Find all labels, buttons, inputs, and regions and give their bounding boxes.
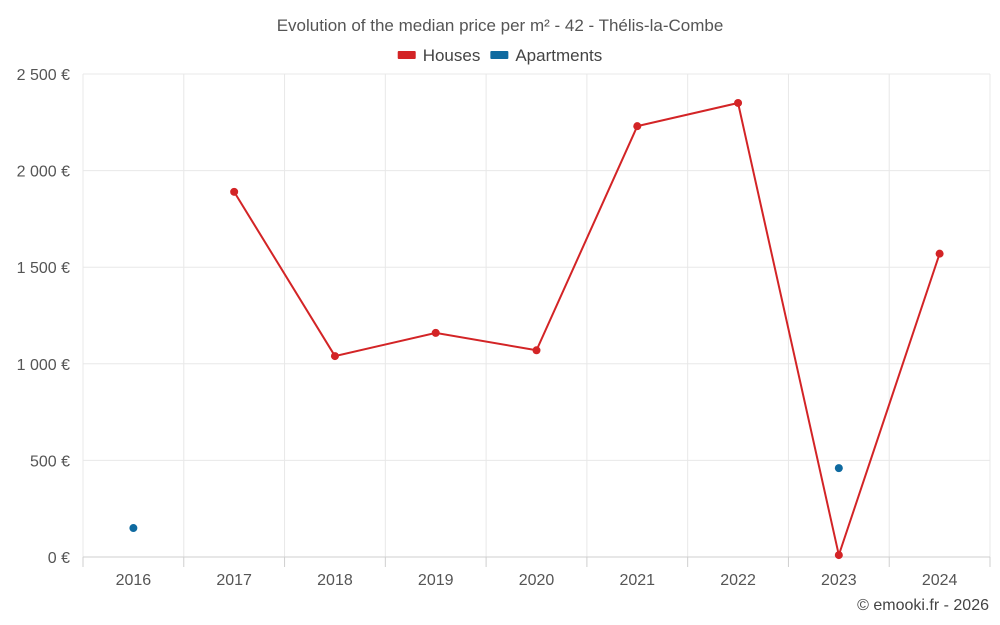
x-tick-label: 2018 bbox=[317, 572, 353, 589]
x-tick-label: 2024 bbox=[922, 572, 958, 589]
legend-label-apartments: Apartments bbox=[515, 46, 602, 65]
x-tick-label: 2020 bbox=[519, 572, 555, 589]
y-tick-label: 2 000 € bbox=[17, 164, 70, 181]
series-apartments bbox=[129, 464, 843, 533]
data-point-houses[interactable] bbox=[734, 98, 743, 107]
plot-area bbox=[129, 98, 944, 560]
legend: Houses Apartments bbox=[397, 46, 602, 65]
x-axis: 2016 2017 2018 2019 2020 2021 2022 2023 2024 bbox=[116, 572, 958, 589]
x-tick-label: 2022 bbox=[720, 572, 756, 589]
legend-item-houses[interactable]: Houses bbox=[397, 46, 481, 65]
data-point-houses[interactable] bbox=[633, 122, 642, 131]
legend-swatch-apartments bbox=[490, 51, 509, 59]
x-tick-label: 2023 bbox=[821, 572, 857, 589]
credit-text: © emooki.fr - 2026 bbox=[857, 597, 989, 614]
gridlines bbox=[82, 73, 991, 567]
y-tick-label: 1 000 € bbox=[17, 357, 70, 374]
y-tick-label: 1 500 € bbox=[17, 260, 70, 277]
y-tick-label: 0 € bbox=[48, 550, 70, 567]
legend-label-houses: Houses bbox=[423, 46, 481, 65]
data-point-houses[interactable] bbox=[532, 346, 541, 355]
x-tick-label: 2019 bbox=[418, 572, 454, 589]
data-point-houses[interactable] bbox=[935, 249, 944, 258]
series-line-houses bbox=[233, 101, 941, 559]
data-point-houses[interactable] bbox=[834, 551, 843, 560]
data-point-houses[interactable] bbox=[330, 352, 339, 361]
series-houses bbox=[230, 98, 944, 560]
y-axis: 0 € 500 € 1 000 € 1 500 € 2 000 € 2 500 € bbox=[17, 67, 70, 567]
y-tick-label: 2 500 € bbox=[17, 67, 70, 84]
x-tick-label: 2017 bbox=[216, 572, 252, 589]
y-tick-label: 500 € bbox=[30, 453, 70, 470]
chart-title: Evolution of the median price per m² - 4… bbox=[277, 16, 724, 35]
x-tick-label: 2021 bbox=[619, 572, 655, 589]
data-point-apartments[interactable] bbox=[834, 464, 843, 473]
data-point-houses[interactable] bbox=[431, 328, 440, 337]
x-tick-label: 2016 bbox=[116, 572, 152, 589]
legend-item-apartments[interactable]: Apartments bbox=[490, 46, 602, 65]
data-point-apartments[interactable] bbox=[129, 524, 138, 533]
data-point-houses[interactable] bbox=[230, 187, 239, 196]
legend-swatch-houses bbox=[397, 51, 416, 59]
